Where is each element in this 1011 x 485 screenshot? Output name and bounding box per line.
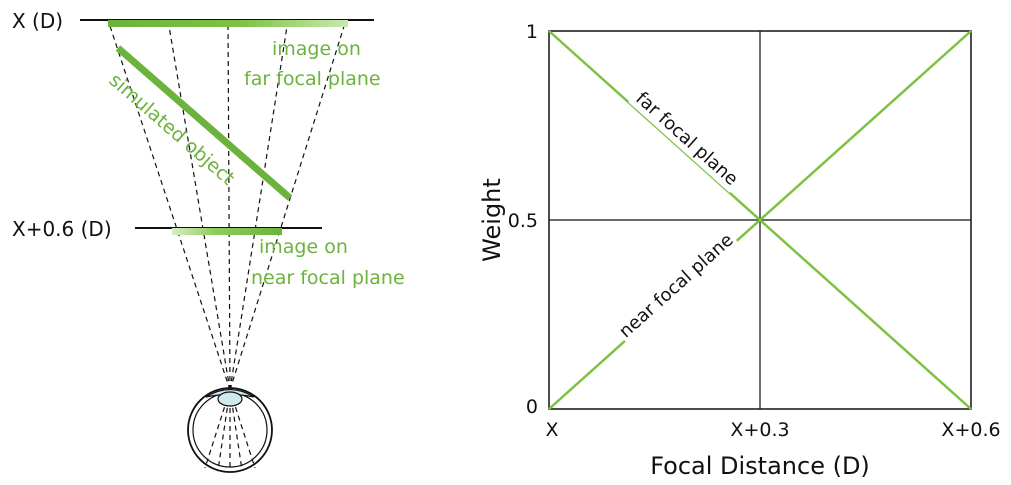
label-backdrop xyxy=(614,229,740,345)
far-plane-label: X (D) xyxy=(12,9,63,33)
near-image-label-line1: image on xyxy=(259,236,348,258)
x-tick-label: X+0.6 xyxy=(941,419,1000,441)
far-image-label-line2: far focal plane xyxy=(244,68,381,90)
y-tick-label: 1 xyxy=(526,21,538,43)
eye-icon xyxy=(187,387,273,473)
far-image-label-line1: image on xyxy=(272,38,361,60)
label-backdrop xyxy=(628,87,743,193)
y-tick-label: 0.5 xyxy=(508,210,538,232)
weight-chart: 1 0.5 0 X X+0.3 X+0.6 Focal Distance (D)… xyxy=(478,21,1001,480)
x-tick-label: X+0.3 xyxy=(730,419,789,441)
simulated-object xyxy=(115,45,293,201)
near-plane-label: X+0.6 (D) xyxy=(12,217,112,241)
series-label-far: far focal plane xyxy=(631,88,741,190)
optics-diagram: X (D) X+0.6 (D) simulated object image o… xyxy=(12,9,405,473)
far-focal-plane-label-group: far focal plane xyxy=(628,87,743,193)
x-tick-label: X xyxy=(545,419,558,441)
series-layer xyxy=(548,30,972,410)
series-line-near-focal-plane xyxy=(548,30,972,410)
series-label-near: near focal plane xyxy=(615,230,737,343)
near-image-label-line2: near focal plane xyxy=(251,267,405,289)
y-axis-title: Weight xyxy=(478,178,506,262)
x-axis-title: Focal Distance (D) xyxy=(650,452,870,480)
simulated-object-label: simulated object xyxy=(105,69,239,190)
near-plane-image xyxy=(172,228,282,235)
near-focal-plane-label-group: near focal plane xyxy=(614,229,740,345)
y-tick-label: 0 xyxy=(526,396,538,418)
far-plane-image xyxy=(108,20,348,27)
